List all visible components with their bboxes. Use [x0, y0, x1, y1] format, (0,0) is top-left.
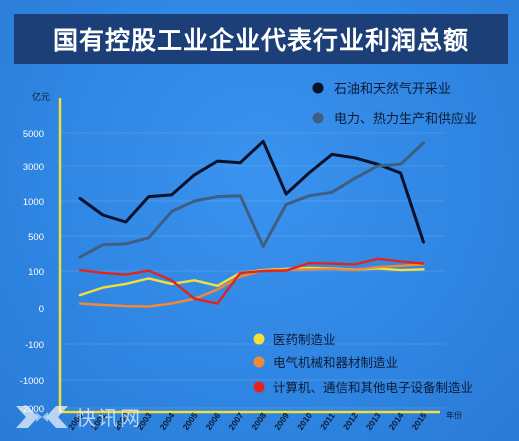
watermark: 快讯网	[14, 402, 142, 431]
series-line	[78, 263, 425, 308]
x-tick-label: 2013	[364, 410, 383, 431]
legend-marker	[312, 82, 324, 94]
x-tick-label: 2010	[295, 410, 314, 431]
y-axis-unit: 亿元	[32, 91, 50, 102]
series-line	[78, 257, 425, 305]
x-tick-label: 2009	[272, 410, 291, 431]
chart-title: 国有控股工业企业代表行业利润总额	[52, 27, 469, 55]
y-tick-label: 1000	[23, 197, 44, 208]
x-axis-unit: 年份	[446, 410, 462, 420]
y-tick-label: 0	[39, 304, 44, 315]
series-line	[78, 139, 425, 244]
legend-label: 计算机、通信和其他电子设备制造业	[273, 380, 473, 395]
y-tick-label: 3000	[23, 162, 44, 173]
legend-marker	[312, 112, 324, 124]
x-tick-label: 2007	[226, 410, 245, 431]
y-tick-label: -2000	[20, 404, 44, 415]
legend-marker	[253, 333, 265, 345]
y-tick-label: -100	[25, 340, 44, 351]
title-bar: 国有控股工业企业代表行业利润总额	[14, 14, 508, 64]
watermark-text: 快讯网	[76, 408, 142, 430]
x-tick-label: 2008	[249, 410, 268, 431]
y-tick-label: -1000	[20, 376, 44, 387]
kx-logo-icon	[16, 405, 68, 428]
x-tick-label: 2004	[158, 410, 177, 431]
x-tick-label: 2005	[181, 410, 200, 431]
y-tick-label: 5000	[23, 129, 44, 140]
legend-label: 电力、热力生产和供应业	[334, 111, 477, 126]
y-tick-label: 100	[28, 267, 44, 278]
x-tick-label: 2012	[341, 410, 360, 431]
x-tick-label: 2006	[203, 410, 222, 431]
legend-marker	[253, 356, 265, 368]
x-tick-label: 2015	[410, 410, 429, 431]
x-tick-label: 2014	[387, 410, 406, 431]
x-tick-label: 2011	[318, 411, 337, 432]
legend-label: 医药制造业	[273, 333, 336, 347]
y-tick-label: 500	[28, 232, 44, 243]
series-line	[78, 141, 425, 259]
legend-marker	[253, 381, 265, 393]
legend-label: 石油和天然气开采业	[334, 81, 451, 96]
legend-label: 电气机械和器材制造业	[273, 355, 398, 370]
